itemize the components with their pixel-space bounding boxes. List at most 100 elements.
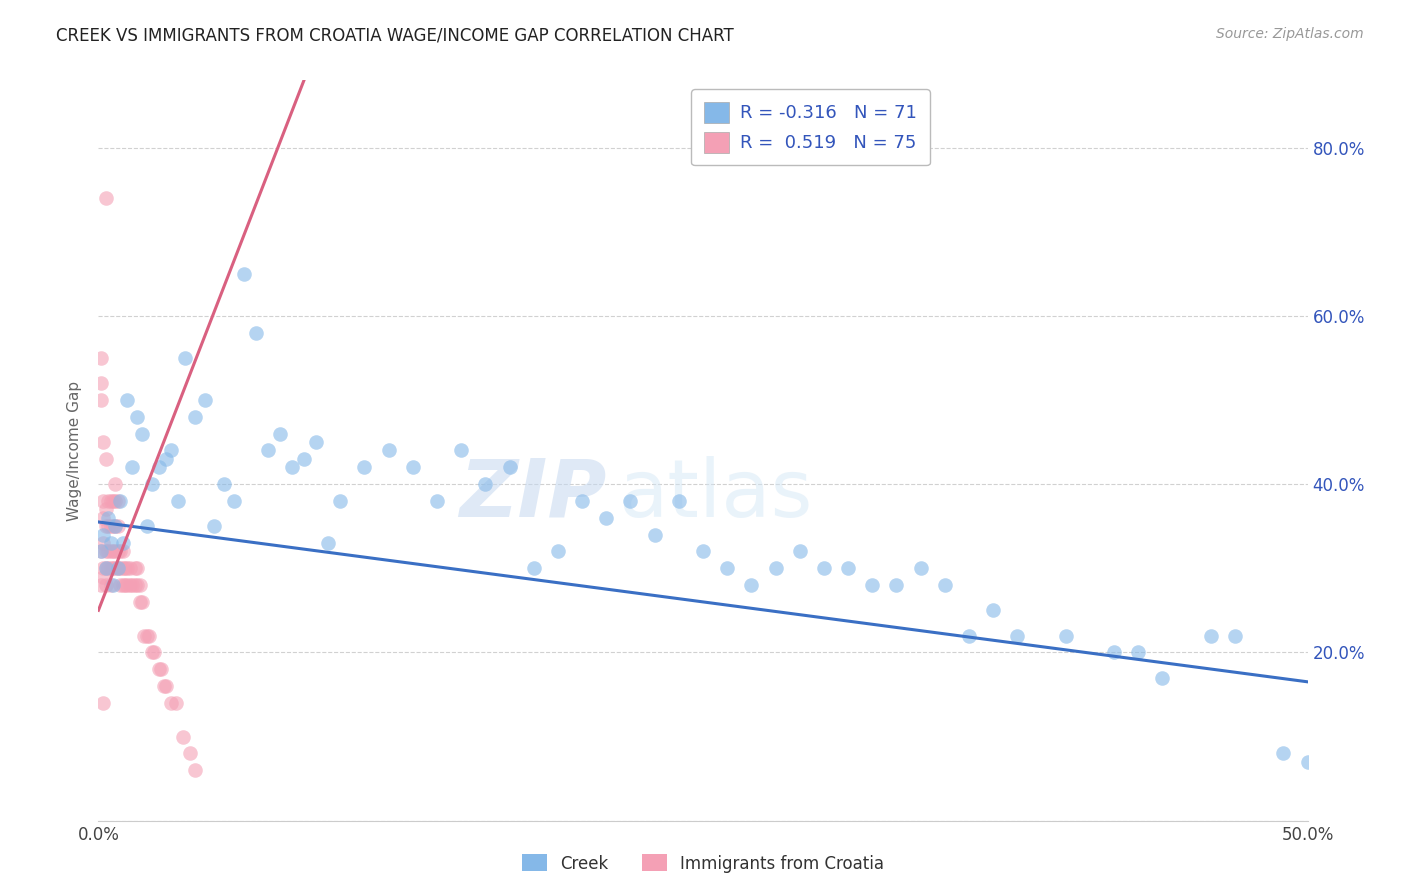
Point <box>131 595 153 609</box>
Point <box>668 494 690 508</box>
Point <box>167 494 190 508</box>
Point <box>1152 671 1174 685</box>
Point <box>148 662 170 676</box>
Point <box>934 578 956 592</box>
Point <box>104 561 127 575</box>
Point <box>108 544 131 558</box>
Point <box>305 435 328 450</box>
Point <box>91 494 114 508</box>
Point <box>111 578 134 592</box>
Point <box>104 477 127 491</box>
Point <box>91 696 114 710</box>
Point <box>740 578 762 592</box>
Point <box>450 443 472 458</box>
Point <box>150 662 173 676</box>
Point <box>107 561 129 575</box>
Point <box>94 191 117 205</box>
Point <box>121 460 143 475</box>
Point <box>114 561 136 575</box>
Legend: Creek, Immigrants from Croatia: Creek, Immigrants from Croatia <box>515 847 891 880</box>
Point <box>90 544 112 558</box>
Point <box>837 561 859 575</box>
Point <box>124 561 146 575</box>
Point <box>91 435 114 450</box>
Point <box>97 510 120 524</box>
Point <box>547 544 569 558</box>
Point <box>118 578 141 592</box>
Point <box>194 392 217 407</box>
Point <box>1128 645 1150 659</box>
Point <box>108 578 131 592</box>
Point <box>160 696 183 710</box>
Point <box>90 578 112 592</box>
Point <box>644 527 666 541</box>
Point <box>101 578 124 592</box>
Point <box>152 679 174 693</box>
Point <box>160 443 183 458</box>
Point <box>269 426 291 441</box>
Point <box>957 628 980 642</box>
Point <box>97 561 120 575</box>
Point <box>222 494 245 508</box>
Point <box>127 561 149 575</box>
Point <box>353 460 375 475</box>
Point <box>100 544 122 558</box>
Point <box>108 561 131 575</box>
Point <box>114 578 136 592</box>
Point <box>155 451 177 466</box>
Point <box>90 544 112 558</box>
Point <box>94 578 117 592</box>
Point <box>1272 747 1295 761</box>
Point <box>94 544 117 558</box>
Point <box>94 519 117 533</box>
Point <box>101 494 124 508</box>
Point <box>97 519 120 533</box>
Point <box>127 409 149 424</box>
Point <box>117 578 139 592</box>
Point <box>108 494 131 508</box>
Point <box>141 645 163 659</box>
Point <box>97 494 120 508</box>
Point <box>91 510 114 524</box>
Point <box>245 326 267 340</box>
Point <box>165 696 187 710</box>
Point <box>94 451 117 466</box>
Point <box>107 519 129 533</box>
Point <box>97 544 120 558</box>
Point <box>571 494 593 508</box>
Point <box>111 561 134 575</box>
Point <box>1054 628 1077 642</box>
Point <box>90 376 112 391</box>
Point <box>174 351 197 365</box>
Point <box>619 494 641 508</box>
Point <box>402 460 425 475</box>
Point <box>101 519 124 533</box>
Point <box>716 561 738 575</box>
Point <box>1223 628 1246 642</box>
Point <box>91 561 114 575</box>
Point <box>886 578 908 592</box>
Point <box>232 267 254 281</box>
Point <box>94 502 117 516</box>
Point <box>179 747 201 761</box>
Point <box>121 578 143 592</box>
Point <box>117 392 139 407</box>
Point <box>1296 755 1319 769</box>
Point <box>256 443 278 458</box>
Point <box>124 578 146 592</box>
Point <box>91 527 114 541</box>
Text: atlas: atlas <box>619 456 813 534</box>
Point <box>94 561 117 575</box>
Point <box>107 494 129 508</box>
Point <box>184 409 207 424</box>
Point <box>1199 628 1222 642</box>
Point <box>910 561 932 575</box>
Point <box>100 578 122 592</box>
Point <box>94 561 117 575</box>
Point <box>860 578 883 592</box>
Point <box>316 536 339 550</box>
Point <box>474 477 496 491</box>
Point <box>127 578 149 592</box>
Point <box>155 679 177 693</box>
Point <box>104 519 127 533</box>
